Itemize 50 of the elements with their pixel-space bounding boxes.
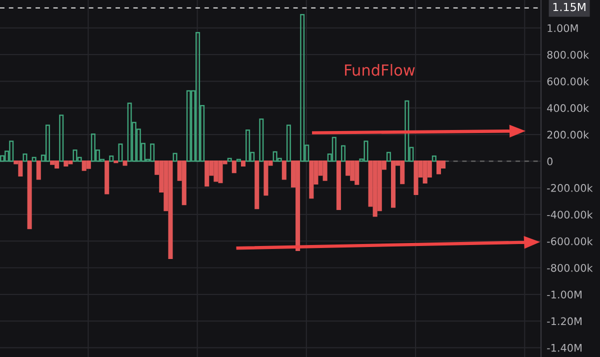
bar bbox=[232, 160, 236, 174]
bar bbox=[118, 144, 123, 162]
bar bbox=[32, 156, 36, 162]
bar bbox=[309, 160, 314, 199]
bar bbox=[104, 160, 110, 194]
bar bbox=[336, 160, 341, 210]
y-tick-label: 200.00k bbox=[547, 130, 590, 139]
bar bbox=[282, 160, 286, 180]
y-tick-label: 600.00k bbox=[547, 77, 590, 86]
bar bbox=[332, 136, 336, 162]
y-tick-label: -800.00k bbox=[547, 264, 593, 272]
y-tick-label: -400.00k bbox=[547, 210, 593, 219]
bar bbox=[404, 100, 410, 162]
ref-line-label: 1.15M bbox=[553, 2, 586, 12]
bar bbox=[86, 160, 91, 169]
bar bbox=[64, 160, 68, 166]
y-tick-label: -1.00M bbox=[547, 290, 582, 298]
bar bbox=[300, 14, 305, 162]
bar bbox=[22, 154, 28, 162]
y-tick-label: 400.00k bbox=[547, 104, 590, 112]
bar bbox=[227, 158, 232, 162]
bar bbox=[109, 155, 114, 162]
bar bbox=[386, 152, 391, 162]
bar bbox=[182, 160, 186, 206]
annotation: FundFlow bbox=[345, 64, 415, 76]
y-tick-label: -1.40M bbox=[547, 344, 582, 352]
bar bbox=[391, 160, 396, 208]
bar bbox=[340, 145, 346, 162]
bar bbox=[322, 160, 328, 181]
bar bbox=[45, 124, 50, 162]
bar bbox=[240, 160, 246, 166]
bar bbox=[246, 130, 250, 162]
bar bbox=[259, 118, 264, 162]
bar bbox=[204, 160, 210, 186]
bar bbox=[172, 152, 178, 162]
y-tick-label: 800.00k bbox=[547, 50, 590, 59]
bar bbox=[50, 160, 55, 165]
y-tick-label: -1.20M bbox=[547, 317, 582, 326]
bar bbox=[286, 124, 291, 162]
y-tick-label: 1.00M bbox=[548, 24, 578, 32]
y-tick-label: -200.00k bbox=[547, 184, 593, 192]
bar bbox=[59, 114, 64, 162]
bar bbox=[432, 155, 436, 162]
bar bbox=[27, 160, 32, 230]
bar bbox=[254, 160, 260, 210]
y-tick-label: 0 bbox=[547, 157, 553, 166]
bar bbox=[122, 160, 128, 166]
bar bbox=[236, 158, 241, 162]
y-tick-label: -600.00k bbox=[547, 237, 593, 246]
bar bbox=[36, 160, 41, 180]
